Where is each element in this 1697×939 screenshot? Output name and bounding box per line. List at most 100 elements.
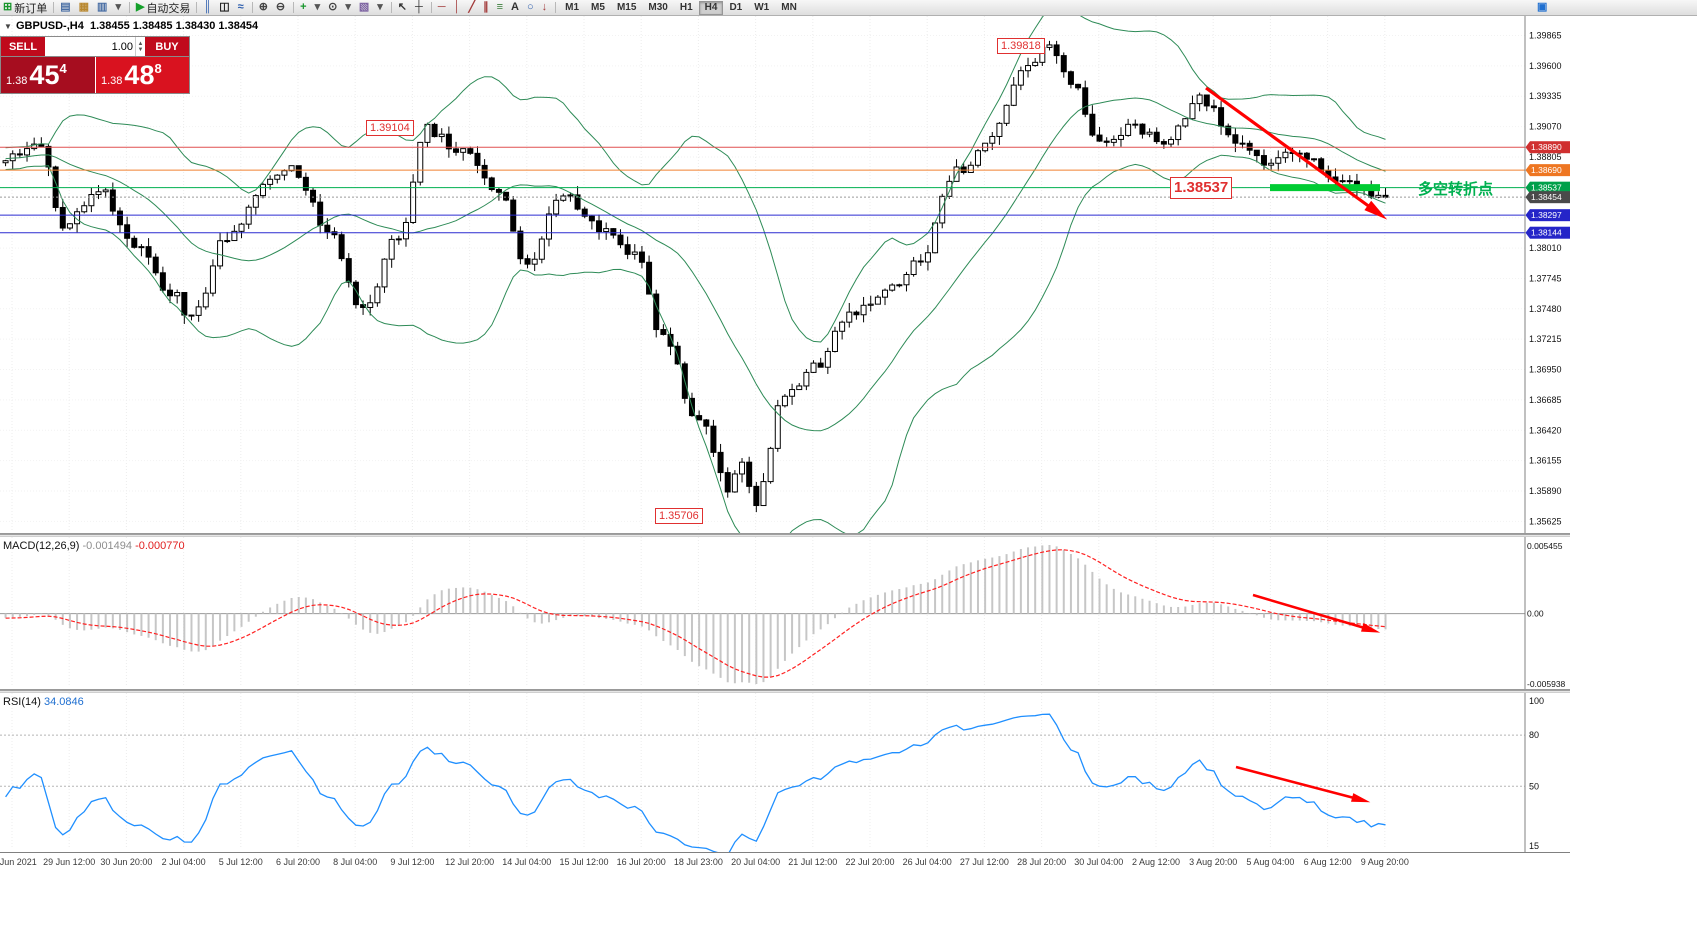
macd-name: MACD(12,26,9) (3, 540, 80, 552)
price-chart-canvas[interactable]: 1.39865 1.39600 1.39335 1.39070 1.38805 1.385… (0, 16, 1570, 534)
time-axis-label: 6 Aug 12:00 (1303, 857, 1352, 867)
time-axis-label: 30 Jun 20:00 (100, 857, 153, 867)
trendline-icon[interactable]: ╱ (465, 0, 480, 15)
time-axis-label: 9 Jul 12:00 (390, 857, 435, 867)
arrows-icon[interactable]: ↓ (539, 0, 553, 15)
templates-dropdown-icon[interactable]: ▾ (374, 0, 388, 15)
panel-separator[interactable] (0, 690, 1570, 693)
timeframe-w1-button[interactable]: W1 (754, 2, 770, 13)
sell-button[interactable]: SELL (1, 37, 45, 56)
svg-text:1.36420: 1.36420 (1529, 425, 1562, 435)
line-chart-icon: ≈ (237, 1, 244, 13)
charts-window-icon: ▤ (60, 1, 71, 13)
fibonacci-icon[interactable]: ≡ (494, 0, 508, 15)
sell-price-tile[interactable]: 1.38 45 4 (1, 57, 95, 93)
timeframe-m30-button[interactable]: M30 (648, 2, 668, 13)
time-axis-label: 3 Aug 20:00 (1189, 857, 1238, 867)
toolbar-separator (196, 2, 198, 13)
macd-panel-canvas[interactable]: 0.005455 0.00 -0.005938 (0, 537, 1570, 690)
svg-text:15: 15 (1529, 841, 1539, 851)
svg-text:100: 100 (1529, 696, 1544, 706)
profiles-icon: ▦ (78, 1, 90, 13)
sell-price-fraction: 4 (59, 61, 67, 76)
blue-badge-icon[interactable]: ▣ (1534, 0, 1552, 15)
crosshair-icon[interactable]: ┼ (412, 0, 428, 15)
volume-input[interactable] (45, 37, 136, 56)
horizontal-line-icon[interactable]: ─ (435, 0, 451, 15)
zoom-in-icon[interactable]: ⊕ (256, 0, 273, 15)
svg-text:1.36950: 1.36950 (1529, 365, 1562, 375)
stepper-down-icon[interactable]: ▼ (137, 46, 144, 53)
svg-text:1.38890: 1.38890 (1531, 142, 1562, 152)
buy-price-tile[interactable]: 1.38 48 8 (95, 57, 189, 93)
indicators-icon[interactable]: + (297, 0, 311, 15)
zoom-out-icon[interactable]: ⊖ (273, 0, 290, 15)
svg-text:1.38454: 1.38454 (1531, 192, 1562, 202)
market-watch-icon[interactable]: ▥ (94, 0, 112, 15)
auto-trading-icon: ▶ (135, 1, 145, 13)
bar-chart-icon: ║ (203, 1, 212, 13)
timeframe-m15-button[interactable]: M15 (616, 2, 637, 13)
turning-point-annotation: 多空转折点 (1418, 181, 1494, 198)
periods-icon[interactable]: ⊙ (325, 0, 342, 15)
new-order-button[interactable]: ⊞ 新订单 (0, 0, 50, 15)
timeframe-m1-button[interactable]: M1 (565, 2, 580, 13)
price-callout: 1.39818 (997, 38, 1045, 54)
time-axis[interactable]: 29 Jun 2021 29 Jun 12:00 30 Jun 20:00 2 Jul… (0, 852, 1570, 872)
svg-text:1.36155: 1.36155 (1529, 456, 1562, 466)
zoom-in-icon: ⊕ (258, 1, 268, 13)
panel-separator[interactable] (0, 534, 1570, 537)
rsi-panel-canvas[interactable]: 100 80 50 15 (0, 693, 1570, 852)
cursor-icon[interactable]: ↖ (395, 0, 412, 15)
svg-text:1.37745: 1.37745 (1529, 273, 1562, 283)
auto-trading-button[interactable]: ▶ 自动交易 (133, 0, 193, 15)
volume-stepper[interactable]: ▲ ▼ (135, 37, 145, 56)
templates-icon[interactable]: ▧ (356, 0, 374, 15)
rsi-name: RSI(14) (3, 696, 41, 708)
sell-price-prefix: 1.38 (6, 75, 28, 87)
charts-dropdown-icon: ▾ (115, 1, 121, 13)
indicators-dropdown-icon[interactable]: ▾ (312, 0, 326, 15)
vertical-line-icon[interactable]: │ (451, 0, 466, 15)
svg-text:1.37215: 1.37215 (1529, 334, 1562, 344)
timeframe-d1-button[interactable]: D1 (729, 2, 743, 13)
timeframe-mn-button[interactable]: MN (781, 2, 797, 13)
time-axis-label: 14 Jul 04:00 (502, 857, 552, 867)
charts-window-icon[interactable]: ▤ (57, 0, 75, 15)
shapes-icon[interactable]: ○ (524, 0, 539, 15)
svg-text:1.35890: 1.35890 (1529, 486, 1562, 496)
market-watch-icon: ▥ (97, 1, 108, 13)
stepper-up-icon[interactable]: ▲ (137, 40, 144, 47)
svg-text:1.35625: 1.35625 (1529, 516, 1562, 526)
periods-dropdown-icon[interactable]: ▾ (342, 0, 356, 15)
buy-price-prefix: 1.38 (101, 75, 123, 87)
symbol-ohlc-line: GBPUSD-,H4 1.38455 1.38485 1.38430 1.384… (16, 20, 259, 32)
periods-icon: ⊙ (328, 1, 338, 13)
profiles-icon[interactable]: ▦ (76, 0, 94, 15)
toolbar-separator (555, 2, 557, 13)
arrows-icon: ↓ (541, 1, 548, 13)
templates-dropdown-icon: ▾ (377, 1, 383, 13)
line-chart-icon[interactable]: ≈ (235, 0, 249, 15)
svg-text:1.38537: 1.38537 (1531, 183, 1562, 193)
rsi-indicator-label: RSI(14) 34.0846 (3, 696, 84, 708)
charts-dropdown-icon[interactable]: ▾ (112, 0, 126, 15)
svg-text:1.39335: 1.39335 (1529, 91, 1562, 101)
buy-button[interactable]: BUY (145, 37, 189, 56)
equidistant-channel-icon[interactable]: ∥ (480, 0, 494, 15)
bar-chart-icon[interactable]: ║ (200, 0, 216, 15)
main-toolbar: ⊞ 新订单 ▤ ▦ ▥ ▾ ▶ 自动交易 ║ ◫ ≈ ⊕ ⊖ + ▾ ⊙ ▾ ▧ ▾ ↖ ┼ ─ │ ╱ ∥ ≡ A ○ ↓ M1 M5 M1… (0, 0, 1697, 16)
timeframe-h1-button[interactable]: H1 (679, 2, 693, 13)
time-axis-label: 15 Jul 12:00 (559, 857, 609, 867)
timeframe-m5-button[interactable]: M5 (591, 2, 605, 13)
vertical-line-icon: │ (453, 1, 461, 13)
timeframe-h4-button[interactable]: H4 (698, 0, 724, 15)
candlestick-chart-icon[interactable]: ◫ (216, 0, 234, 15)
time-axis-label: 21 Jul 12:00 (788, 857, 838, 867)
auto-trading-label: 自动交易 (146, 2, 191, 15)
price-callout: 1.38537 (1170, 177, 1233, 199)
svg-text:1.38144: 1.38144 (1531, 228, 1562, 238)
text-label-icon[interactable]: A (508, 0, 524, 15)
svg-text:1.38805: 1.38805 (1529, 152, 1562, 162)
oneclick-collapse-icon[interactable]: ▼ (4, 22, 12, 31)
